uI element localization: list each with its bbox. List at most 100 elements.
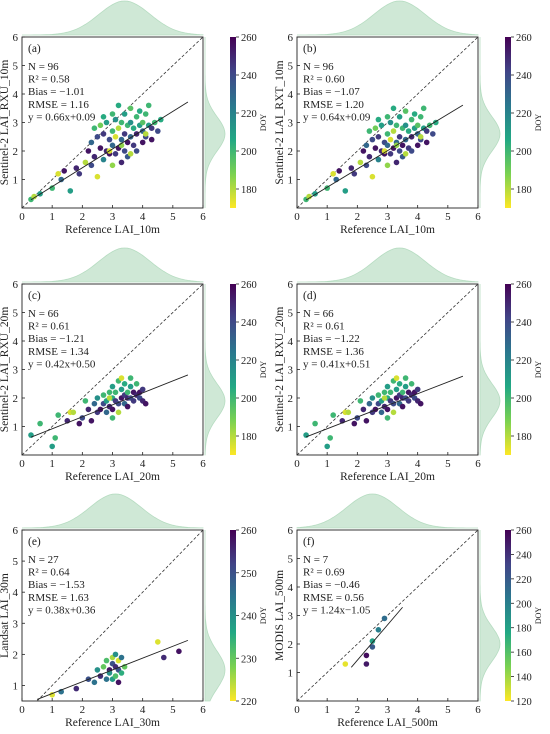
data-point — [372, 125, 379, 131]
data-point — [133, 114, 140, 120]
data-point — [121, 381, 128, 387]
colorbar-label: DOY — [534, 361, 543, 379]
one-to-one-line — [297, 530, 478, 701]
data-point — [94, 395, 101, 401]
stat-line: RMSE = 1.63 — [28, 592, 89, 604]
stat-line: Bias = −1.07 — [303, 86, 360, 98]
data-point — [369, 395, 376, 401]
panel-label: (e) — [28, 536, 41, 548]
data-point — [31, 193, 37, 200]
stat-line: R² = 0.69 — [303, 567, 345, 579]
fit-line — [36, 639, 189, 700]
colorbar-tick-label: 240 — [516, 71, 532, 82]
x-axis-label: Reference LAI_20m — [340, 471, 435, 483]
y-tick-label: 5 — [13, 61, 19, 73]
data-point — [67, 188, 74, 194]
data-point — [127, 375, 134, 381]
y-tick-label: 3 — [288, 118, 294, 130]
colorbar-tick-label: 220 — [516, 575, 532, 586]
marginal-x-density — [297, 247, 479, 283]
x-axis-label: Reference LAI_30m — [65, 717, 160, 729]
x-tick-label: 2 — [355, 458, 361, 470]
marginal-y-density — [204, 284, 226, 456]
data-point — [393, 375, 400, 381]
data-point — [381, 395, 388, 401]
stat-line: RMSE = 1.20 — [303, 99, 364, 111]
data-point — [133, 381, 140, 387]
colorbar-tick-label: 180 — [516, 185, 532, 196]
stat-line: y = 0.38x+0.36 — [28, 604, 96, 616]
colorbar-tick-label: 180 — [516, 624, 532, 635]
data-point — [112, 673, 119, 679]
data-point — [363, 142, 370, 149]
data-point — [423, 139, 430, 146]
data-point — [130, 125, 137, 131]
y-tick-label: 1 — [288, 668, 294, 680]
data-point — [402, 375, 409, 381]
data-point — [360, 148, 367, 154]
data-point — [118, 119, 125, 126]
data-point — [411, 111, 418, 117]
colorbar-tick-label: 200 — [516, 147, 532, 158]
data-point — [363, 418, 370, 424]
data-point — [127, 151, 134, 157]
data-point — [112, 651, 119, 658]
data-point — [393, 122, 400, 129]
data-point — [142, 111, 149, 117]
x-tick-label: 2 — [355, 704, 361, 716]
data-point — [49, 443, 55, 450]
x-tick-label: 0 — [19, 211, 25, 223]
y-tick-label: 3 — [288, 611, 294, 623]
data-point — [375, 392, 382, 398]
data-point — [324, 443, 331, 450]
colorbar-label: DOY — [534, 607, 543, 625]
colorbar — [505, 37, 511, 208]
data-point — [142, 131, 149, 137]
stat-line: y = 0.66x+0.09 — [28, 111, 96, 123]
data-point — [109, 128, 116, 134]
stat-line: RMSE = 1.36 — [303, 346, 364, 358]
data-point — [94, 134, 101, 140]
x-tick-label: 1 — [49, 458, 55, 470]
stat-line: y = 0.64x+0.09 — [303, 111, 371, 123]
x-axis-label: Reference LAI_10m — [340, 224, 435, 236]
data-point — [112, 134, 119, 140]
data-point — [408, 116, 415, 123]
data-point — [384, 383, 391, 390]
data-point — [109, 406, 116, 413]
data-point — [387, 119, 394, 126]
x-tick-label: 3 — [385, 704, 391, 716]
colorbar-tick-label: 160 — [516, 648, 532, 659]
x-tick-label: 3 — [385, 211, 391, 223]
stat-line: y = 1.24x−1.05 — [303, 604, 371, 616]
marginal-y-density — [204, 37, 226, 208]
data-point — [378, 409, 385, 416]
data-point — [109, 142, 116, 149]
panel-b: 0 1 2 3 4 5 6 1 2 3 4 5 6 Reference LAI_10m Sentinel-2… — [274, 0, 543, 236]
data-point — [342, 188, 349, 194]
data-point — [387, 389, 394, 396]
data-point — [109, 111, 116, 117]
fit-line — [30, 374, 189, 438]
data-point — [112, 389, 119, 396]
data-point — [145, 102, 152, 109]
y-tick-label: 1 — [13, 422, 19, 434]
marginal-y-density — [479, 37, 501, 208]
data-point — [124, 139, 131, 146]
y-tick-label: 2 — [288, 146, 294, 158]
colorbar-tick-label: 220 — [516, 356, 532, 367]
x-tick-label: 0 — [294, 211, 300, 223]
y-tick-label: 4 — [13, 89, 19, 101]
data-point — [127, 105, 134, 112]
data-point — [366, 153, 373, 160]
colorbar-tick-label: 240 — [241, 612, 257, 623]
data-point — [139, 119, 146, 126]
data-point — [139, 386, 146, 393]
colorbar — [505, 530, 511, 701]
x-tick-label: 2 — [355, 211, 361, 223]
data-point — [363, 661, 370, 667]
data-point — [387, 151, 394, 157]
x-tick-label: 1 — [49, 211, 55, 223]
marginal-y-density — [479, 284, 501, 456]
y-tick-label: 5 — [13, 308, 19, 320]
